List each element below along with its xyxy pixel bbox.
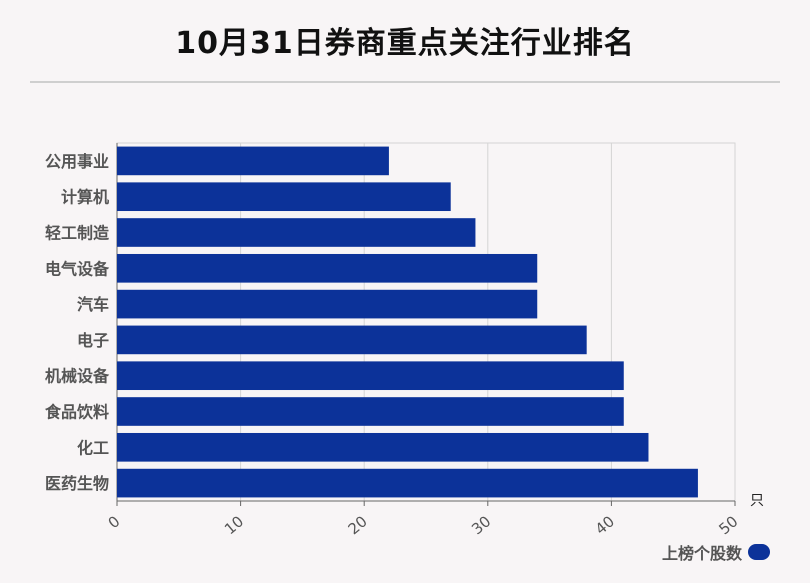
x-tick-label: 30 bbox=[468, 512, 494, 538]
bar bbox=[117, 289, 538, 319]
bar bbox=[117, 468, 698, 498]
legend[interactable]: 上榜个股数 bbox=[662, 540, 770, 564]
x-tick-label: 40 bbox=[592, 512, 618, 538]
x-tick-label: 20 bbox=[345, 512, 371, 538]
category-label: 电气设备 bbox=[45, 259, 110, 278]
category-label: 汽车 bbox=[77, 295, 109, 314]
category-label: 食品饮料 bbox=[44, 403, 109, 422]
category-label: 电子 bbox=[77, 331, 109, 350]
x-tick-label: 0 bbox=[105, 512, 124, 532]
bar bbox=[117, 325, 587, 355]
bar bbox=[117, 397, 624, 426]
chart-title: 10月31日券商重点关注行业排名 bbox=[175, 26, 635, 61]
category-label: 公用事业 bbox=[45, 152, 109, 171]
x-tick-label: 10 bbox=[221, 512, 247, 538]
title-divider bbox=[30, 81, 780, 83]
bar bbox=[117, 361, 624, 391]
legend-label: 上榜个股数 bbox=[661, 544, 742, 563]
category-label: 计算机 bbox=[61, 188, 109, 207]
category-label: 机械设备 bbox=[45, 367, 110, 386]
legend-swatch bbox=[748, 544, 770, 560]
bar bbox=[117, 432, 649, 462]
x-unit-label: 只 bbox=[750, 493, 764, 509]
bar bbox=[117, 182, 451, 212]
category-label: 轻工制造 bbox=[45, 224, 110, 243]
bar bbox=[117, 146, 389, 176]
bar bbox=[117, 218, 476, 247]
category-label: 化工 bbox=[77, 438, 109, 457]
category-label: 医药生物 bbox=[45, 474, 109, 493]
bar bbox=[117, 253, 538, 283]
x-tick-label: 50 bbox=[715, 512, 741, 538]
